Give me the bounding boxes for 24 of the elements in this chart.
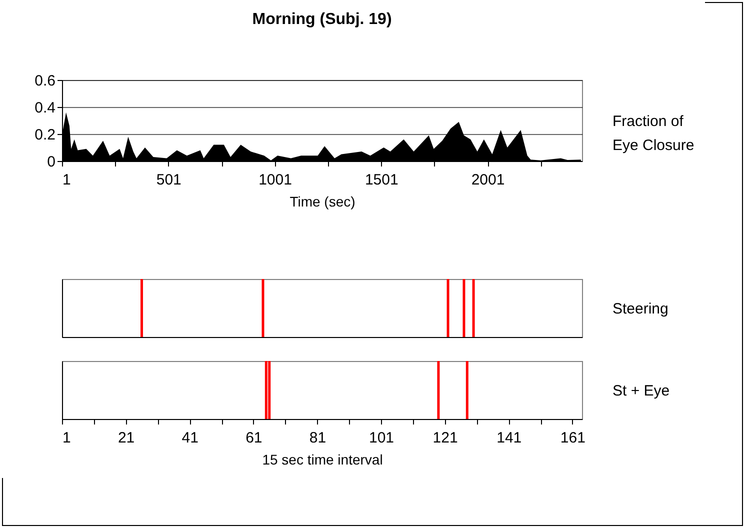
y-tick-label: 0.4 [34, 100, 56, 116]
y-axis-title: St + Eye [612, 382, 670, 400]
y-tick-label: 0.6 [34, 72, 56, 90]
x-tick-label: 1001 [258, 172, 292, 188]
chart-title: Morning (Subj. 19) [252, 11, 392, 28]
x-tick-label: 501 [156, 172, 182, 188]
x-tick-label: 141 [496, 430, 522, 446]
x-tick-label: 1 [62, 430, 71, 446]
y-tick-label: 0.2 [34, 126, 56, 144]
y-axis-title: Fraction of Eye Closure [612, 113, 694, 154]
x-tick-label: 161 [560, 430, 586, 446]
x-tick-label: 101 [369, 430, 394, 446]
x-tick-label: 2001 [471, 172, 505, 188]
y-axis-title: Steering [612, 300, 668, 318]
x-tick-label: 121 [432, 430, 458, 446]
x-axis-title: 15 sec time interval [262, 452, 383, 468]
x-tick-label: 1501 [364, 172, 398, 188]
y-tick-label: 0 [47, 154, 56, 170]
x-tick-label: 81 [309, 430, 326, 446]
x-tick-label: 41 [182, 430, 198, 446]
x-tick-label: 21 [118, 430, 135, 446]
x-tick-label: 1 [62, 172, 71, 188]
x-axis-title: Time (sec) [290, 194, 356, 210]
x-tick-label: 61 [246, 430, 262, 446]
